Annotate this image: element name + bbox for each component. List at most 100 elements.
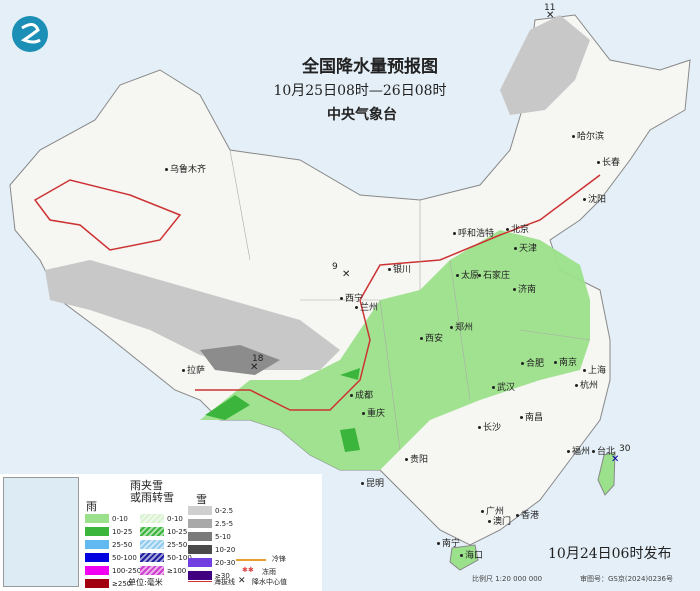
city-label: 成都 [350,388,373,401]
legend-swatch-sleet [140,540,164,549]
legend-swatch-snow [188,506,212,515]
center-value: 18 [252,354,264,364]
city-label: 天津 [514,241,537,254]
legend-label-snow: ≥30 [215,572,230,580]
legend-swatch-sleet [140,566,164,575]
center-marker-icon: ✕ [238,576,246,586]
city-label: 贵阳 [405,452,428,465]
legend-label-sleet: 0-10 [167,515,183,523]
center-marker-icon: ✕ [611,454,619,465]
legend-swatch-rain [85,540,109,549]
city-label: 福州 [567,444,590,457]
map-scale: 比例尺 1:20 000 000 [472,575,543,583]
city-label: 南昌 [520,410,543,423]
legend-swatch-rain [85,566,109,575]
freezing-rain-symbol: ✱✱ [242,566,254,574]
plateau-line-west [33,179,182,251]
forecast-period: 10月25日08时—26日08时 [273,83,447,99]
center-marker-icon: ✕ [250,362,258,373]
city-label: 香港 [516,508,539,521]
legend-label-snow: 2.5-5 [215,520,234,528]
center-value: 30 [619,444,631,454]
city-label: 郑州 [450,320,473,333]
legend-swatch-sleet [140,527,164,536]
city-label: 上海 [583,363,606,376]
center-marker-icon: ✕ [342,269,350,280]
city-label: 重庆 [362,406,385,419]
snow-area-northeast [500,15,590,115]
issuer: 中央气象台 [327,107,397,123]
legend-label-snow: 0-2.5 [215,507,234,515]
legend-label-snow: 5-10 [215,533,231,541]
city-label: 海口 [460,548,483,561]
legend-swatch-snow [188,532,212,541]
legend-snow-title: 雪 [196,493,207,506]
legend: 雨 雨夹雪 或雨转雪 雪 0-10 10-25 25-50 50-100 100-250… [0,474,322,591]
city-label: 兰州 [355,300,378,313]
legend-swatch-rain [85,579,109,588]
legend-label-rain: 50-100 [112,554,137,562]
city-label: 乌鲁木齐 [165,162,206,175]
legend-other: 冷锋 [272,555,286,563]
cold-front-symbol [236,559,266,561]
legend-label-rain: 10-25 [112,528,133,536]
city-label: 北京 [506,222,529,235]
legend-label-sleet: 50-100 [167,554,192,562]
review-number: 审图号：GS京(2024)0236号 [580,575,673,583]
plateau-line-symbol [188,581,212,582]
center-value: 11 [544,3,556,13]
legend-swatch-rain [85,514,109,523]
issued-time: 10月24日06时发布 [548,546,672,562]
city-label: 拉萨 [182,363,205,376]
legend-swatch-snow [188,519,212,528]
legend-swatch-snow [188,558,212,567]
legend-label-rain: 25-50 [112,541,133,549]
city-label: 南宁 [437,536,460,549]
legend-swatch-rain [85,553,109,562]
city-label: 广州 [481,504,504,517]
legend-unit: 单位:毫米 [128,578,163,587]
rain-area-moderate [205,368,360,452]
legend-label-sleet: 10-25 [167,528,188,536]
city-label: 南京 [554,355,577,368]
south-china-sea-inset [3,477,79,587]
city-label: 长春 [597,155,620,168]
city-label: 杭州 [575,378,598,391]
city-label: 长沙 [478,420,501,433]
center-value: 9 [332,262,338,272]
city-label: 台北 [592,444,615,457]
legend-sleet-title: 雨夹雪 或雨转雪 [130,479,174,504]
legend-other: 海拔线 [214,578,235,586]
city-label: 武汉 [492,380,515,393]
legend-label-sleet: 25-50 [167,541,188,549]
city-label: 合肥 [521,356,544,369]
city-label: 西安 [420,331,443,344]
legend-swatch-sleet [140,553,164,562]
snow-area-moderate [200,345,280,375]
legend-other: 冻雨 [262,568,276,576]
city-label: 呼和浩特 [453,226,494,239]
city-label: 太原 [456,268,479,281]
city-label: 济南 [513,282,536,295]
legend-label-rain: 100-250 [112,567,142,575]
snow-area-west [45,260,340,370]
cma-logo [12,16,48,52]
legend-swatch-sleet [140,514,164,523]
map-title: 全国降水量预报图 [302,57,438,77]
city-label: 哈尔滨 [572,129,604,142]
legend-swatch-rain [85,527,109,536]
city-label: 石家庄 [478,268,510,281]
legend-other: 降水中心值 [252,578,287,586]
legend-label-snow: 10-20 [215,546,236,554]
city-label: 沈阳 [583,192,606,205]
center-marker-icon: ✕ [546,10,554,21]
city-label: 澳门 [488,514,511,527]
legend-rain-title: 雨 [86,500,97,513]
legend-swatch-snow [188,545,212,554]
legend-label-rain: 0-10 [112,515,128,523]
legend-label-snow: 20-30 [215,559,236,567]
city-label: 银川 [388,262,411,275]
city-label: 西宁 [340,291,363,304]
legend-label-rain: ≥250 [112,580,132,588]
legend-swatch-snow [188,571,212,580]
